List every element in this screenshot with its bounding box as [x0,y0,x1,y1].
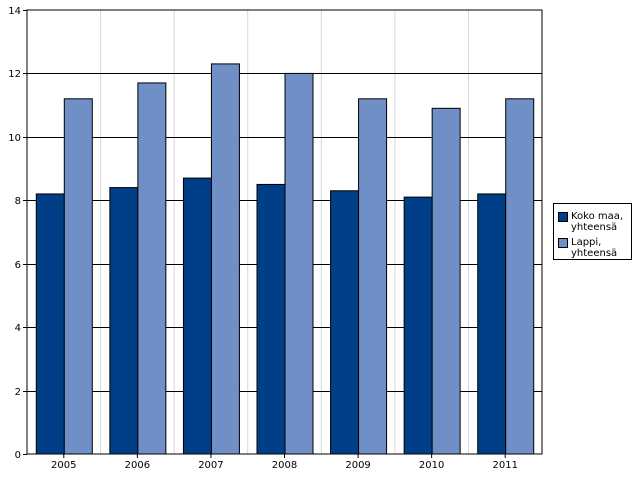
bar-koko-maa-2009 [330,190,360,455]
bar-lappi-2008 [284,72,314,455]
x-tick-label: 2005 [51,460,76,471]
bar-lappi-2010 [431,107,461,455]
legend-swatch [558,212,568,222]
y-tick-label: 14 [8,6,21,17]
y-axis: 0 2 4 6 8 10 12 14 [8,6,27,461]
legend-label-line: yhteensä [571,222,617,233]
y-tick-label: 10 [8,133,21,144]
y-tick-label: 12 [8,69,21,80]
x-axis: 2005 2006 2007 2008 2009 2010 2011 [51,454,518,471]
bar-lappi-2007 [210,63,240,455]
x-tick-label: 2007 [198,460,223,471]
bar-koko-maa-2006 [109,187,139,455]
x-tick-label: 2011 [492,460,517,471]
bar-koko-maa-2008 [256,183,286,455]
bars [35,63,535,455]
legend-label-line: yhteensä [571,248,617,259]
bar-lappi-2009 [358,98,388,455]
x-tick-label: 2006 [125,460,150,471]
bar-koko-maa-2007 [182,177,212,455]
legend-label: Koko maa, yhteensä [571,211,623,233]
bar-koko-maa-2010 [403,196,433,455]
bar-lappi-2011 [505,98,535,455]
x-tick-label: 2008 [272,460,297,471]
y-tick-label: 4 [15,323,21,334]
bar-lappi-2006 [137,82,167,455]
x-tick-label: 2010 [419,460,444,471]
y-tick-label: 6 [15,260,21,271]
legend-swatch [558,238,568,248]
bar-koko-maa-2011 [477,193,507,455]
legend-label-line: Lappi, [571,237,601,248]
y-tick-label: 2 [15,387,21,398]
x-tick-label: 2009 [345,460,370,471]
y-tick-label: 0 [15,450,21,461]
legend-label: Lappi, yhteensä [571,237,617,259]
bar-lappi-2005 [63,98,93,455]
y-tick-label: 8 [15,196,21,207]
legend-label-line: Koko maa, [571,211,623,222]
bar-koko-maa-2005 [35,193,65,455]
